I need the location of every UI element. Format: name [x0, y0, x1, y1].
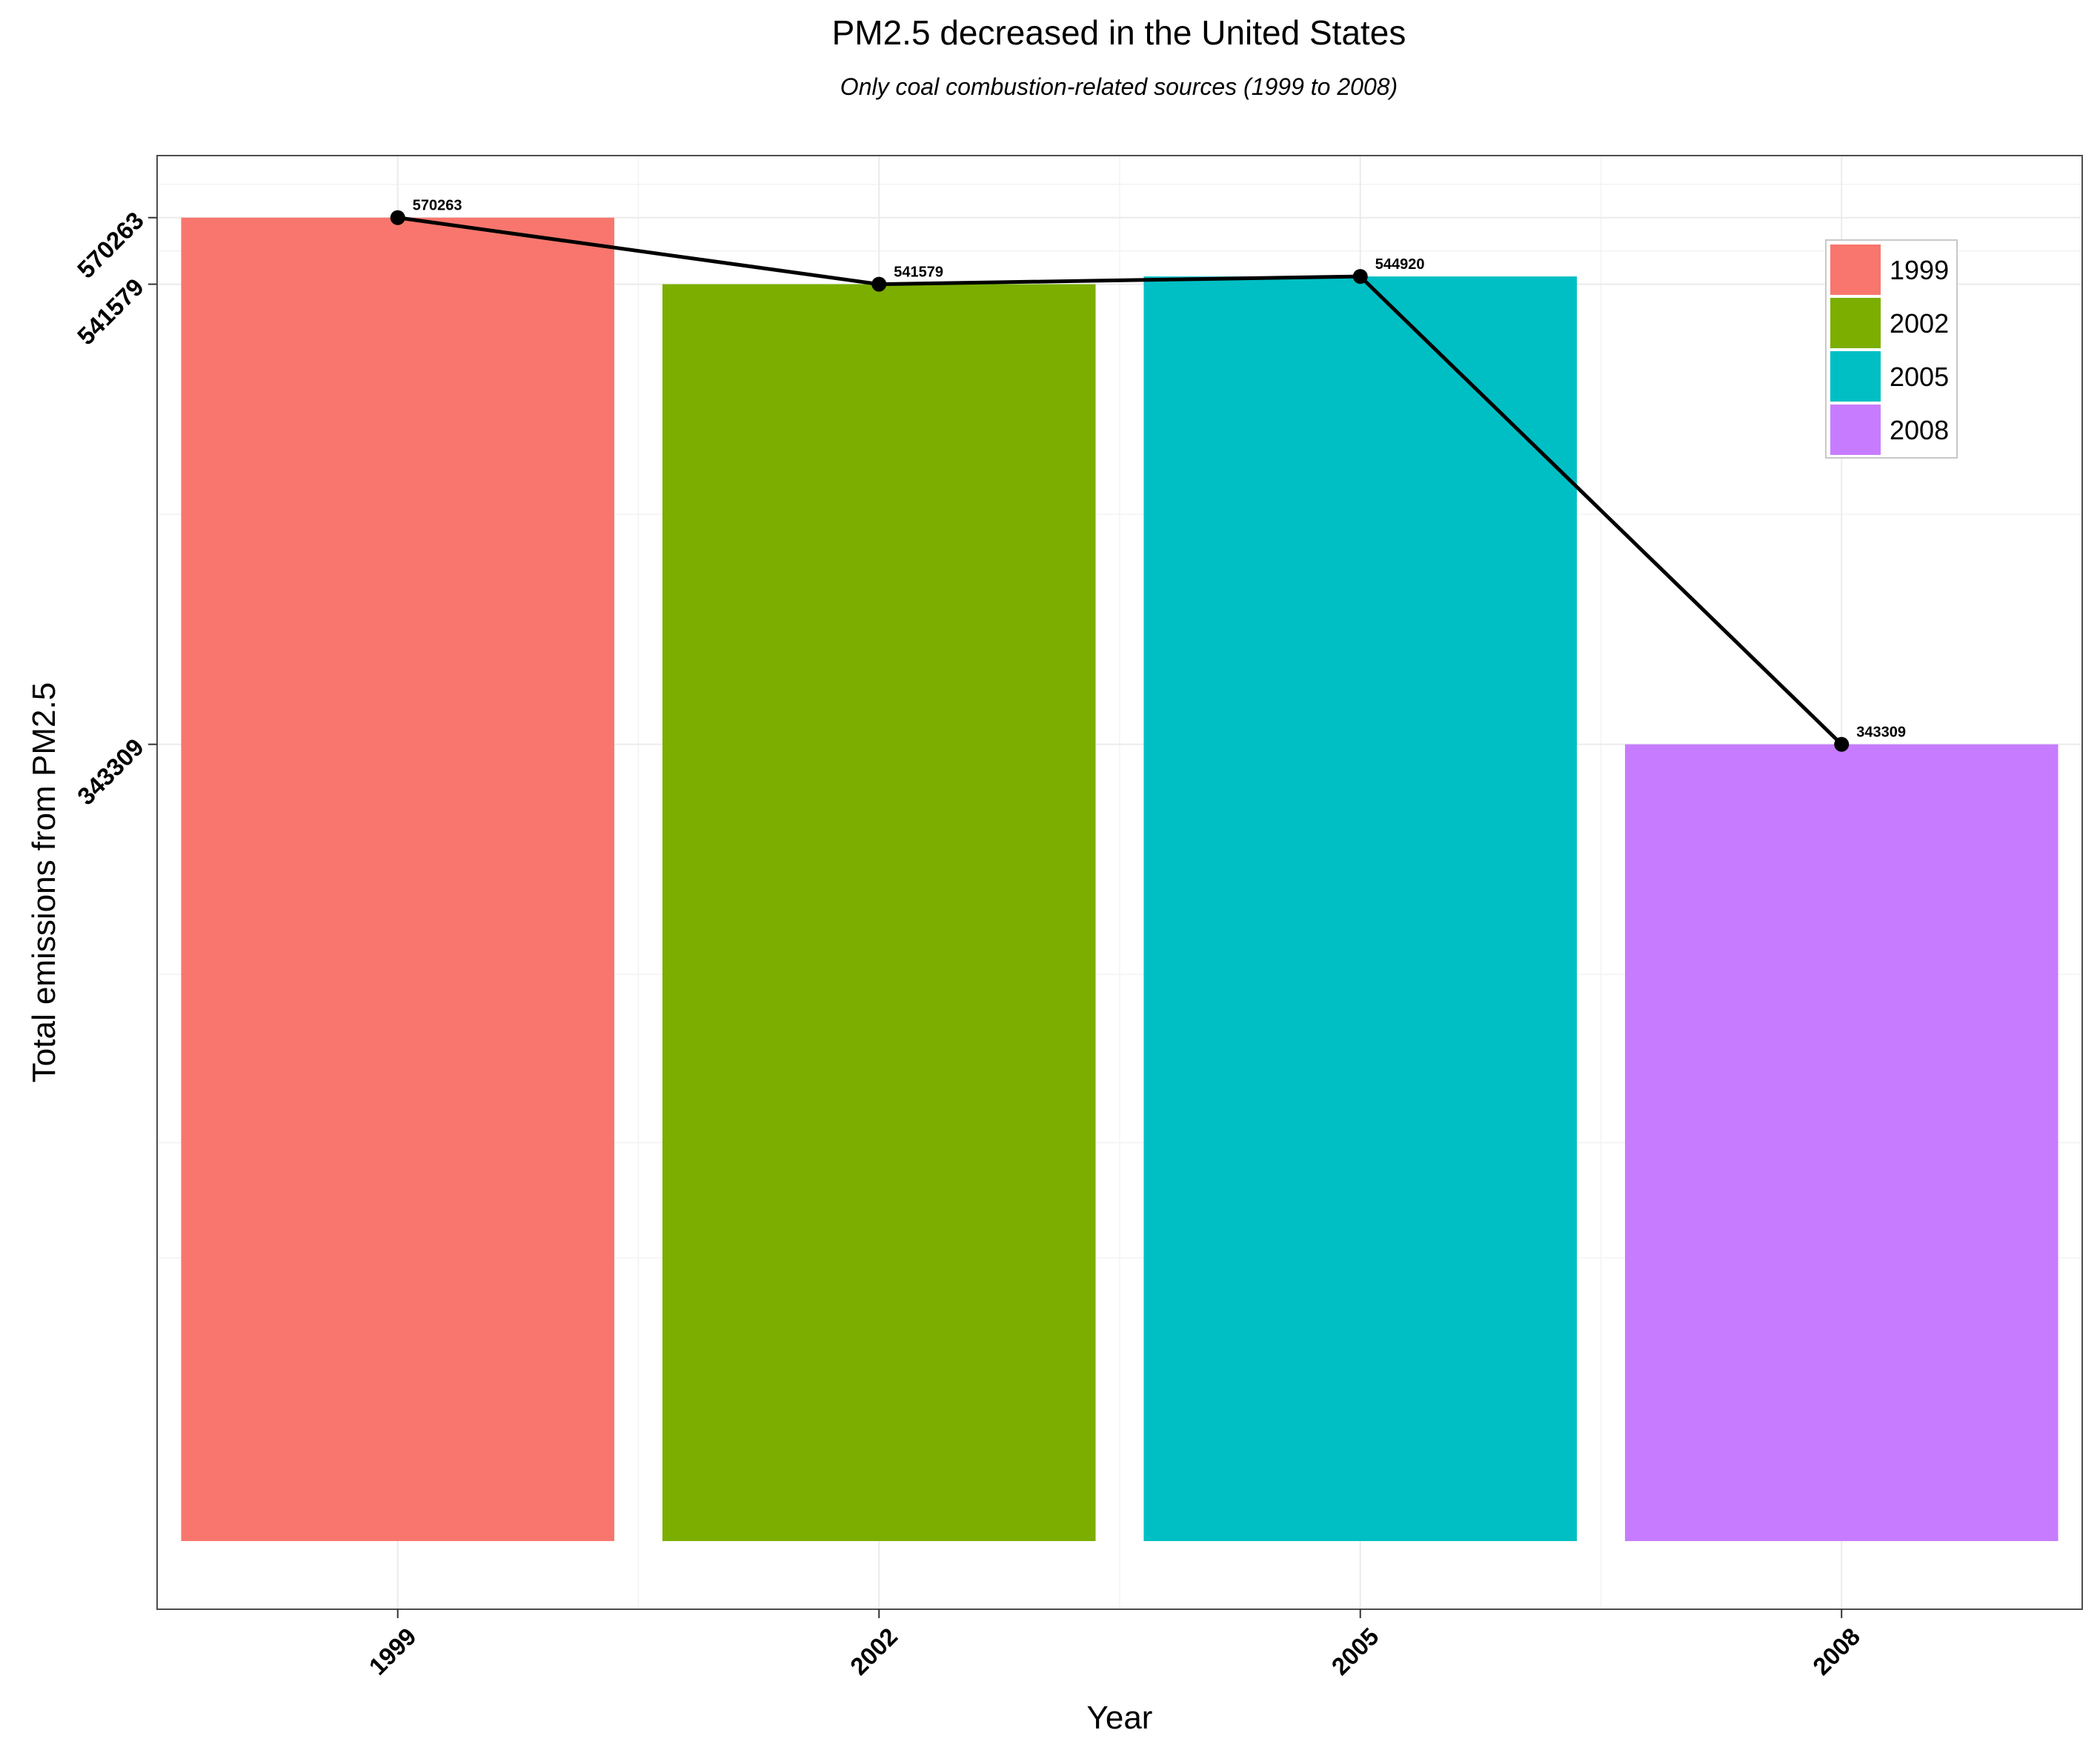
point-2008: [1834, 736, 1850, 752]
x-tick-label: 2002: [845, 1623, 903, 1680]
data-label-1999: 570263: [413, 198, 462, 214]
bar-2008: [1624, 744, 2059, 1541]
legend-swatch-1999: [1830, 244, 1881, 295]
data-label-2002: 541579: [894, 265, 943, 281]
point-2005: [1352, 269, 1368, 285]
x-tick-label: 2005: [1326, 1623, 1384, 1680]
trend-polyline: [397, 216, 1843, 746]
point-1999: [390, 210, 405, 225]
legend-label-2002: 2002: [1890, 308, 1949, 339]
chart-title: PM2.5 decreased in the United States: [832, 13, 1406, 52]
point-2002: [871, 276, 887, 292]
legend-swatch-2005: [1830, 351, 1881, 402]
data-label-2008: 343309: [1856, 725, 1906, 741]
chart-subtitle: Only coal combustion-related sources (19…: [840, 73, 1398, 100]
trend-line: [397, 216, 1843, 746]
y-tick-label: 541579: [72, 273, 149, 350]
y-axis-title: Total emissions from PM2.5: [26, 682, 62, 1082]
legend-label-2005: 2005: [1890, 362, 1949, 392]
x-axis: 1999 2002 2005 2008: [364, 1609, 1865, 1680]
x-tick-label: 2008: [1807, 1623, 1865, 1680]
x-tick-label: 1999: [364, 1623, 422, 1680]
bar-1999: [181, 217, 615, 1542]
legend: 1999 2002 2005 2008: [1825, 239, 1958, 459]
y-tick-label: 570263: [72, 207, 149, 284]
legend-swatch-2002: [1830, 298, 1881, 348]
x-axis-title: Year: [1087, 1700, 1153, 1736]
legend-label-1999: 1999: [1890, 255, 1949, 285]
legend-label-2008: 2008: [1890, 415, 1949, 445]
data-label-2005: 544920: [1375, 256, 1425, 273]
data-labels: 570263 541579 544920 343309: [413, 198, 1906, 741]
bars: [181, 217, 2059, 1542]
trend-points: [390, 210, 1850, 752]
plot-panel-border: [156, 155, 2083, 1610]
bar-2002: [662, 284, 1096, 1541]
bar-2005: [1143, 276, 1578, 1542]
legend-swatch-2008: [1830, 405, 1881, 455]
y-tick-label: 343309: [72, 733, 149, 810]
